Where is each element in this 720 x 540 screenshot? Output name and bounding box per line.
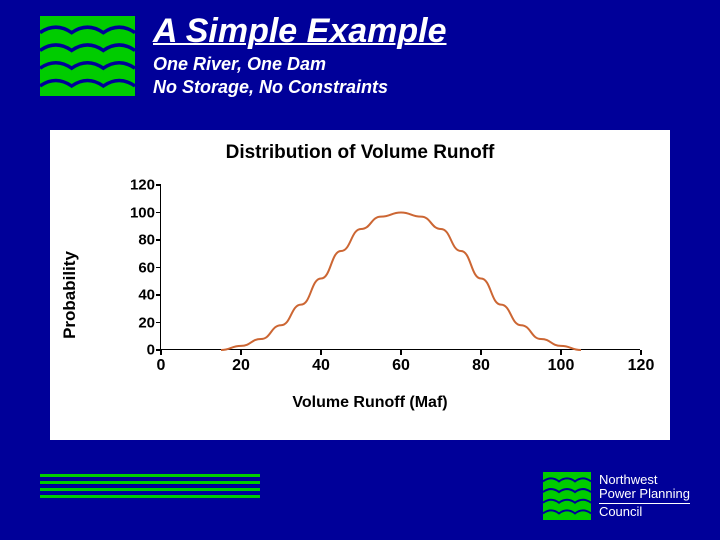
chart-panel: Distribution of Volume Runoff Probabilit…: [50, 130, 670, 440]
header: A Simple Example One River, One Dam No S…: [0, 0, 720, 98]
wave-icon: [543, 472, 591, 520]
org-line1: Northwest: [599, 473, 690, 487]
footer-logo-badge: [543, 472, 591, 520]
footer-logo-text: Northwest Power Planning Council: [599, 473, 690, 519]
subtitle-line2: No Storage, No Constraints: [153, 77, 388, 97]
page-title: A Simple Example: [153, 12, 447, 51]
footer-logo: Northwest Power Planning Council: [543, 472, 690, 520]
subtitle-line1: One River, One Dam: [153, 54, 326, 74]
org-line3: Council: [599, 503, 690, 519]
page-subtitle: One River, One Dam No Storage, No Constr…: [153, 53, 447, 98]
plot-wrap: Probability 0204060801001200204060801001…: [80, 180, 660, 410]
footer-decoration: [40, 474, 260, 502]
y-axis-label: Probability: [60, 251, 80, 339]
plot-area: 020406080100120020406080100120: [160, 185, 640, 350]
distribution-curve: [161, 185, 641, 350]
x-axis-label: Volume Runoff (Maf): [80, 394, 660, 412]
header-logo: [40, 16, 135, 96]
chart-title: Distribution of Volume Runoff: [50, 130, 670, 164]
wave-icon: [40, 16, 135, 96]
org-line2: Power Planning: [599, 487, 690, 501]
